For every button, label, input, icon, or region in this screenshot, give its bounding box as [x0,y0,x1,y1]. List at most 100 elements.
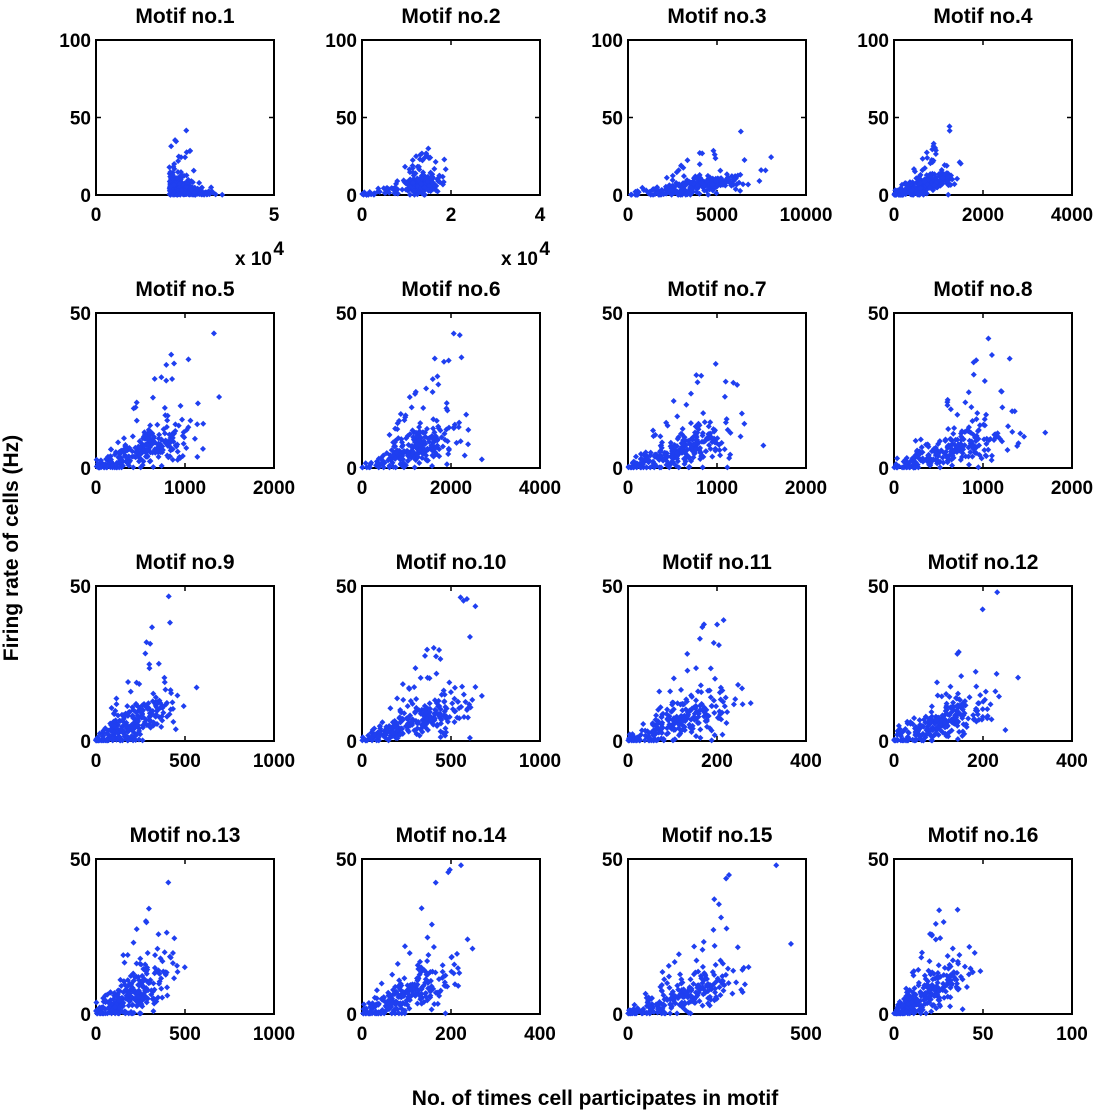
data-point [439,173,446,180]
data-point [910,1003,917,1010]
data-point [368,734,375,741]
data-point [183,179,190,186]
y-tick-label: 0 [878,459,889,480]
y-tick-label: 0 [346,732,357,753]
data-point [438,716,445,723]
data-point [655,190,662,197]
y-tick-label: 0 [612,1005,623,1026]
data-point [955,986,962,993]
data-point [151,964,158,971]
data-point [425,145,432,152]
data-point [130,464,137,471]
data-point [998,388,1005,395]
data-point [413,705,420,712]
data-point [693,665,700,672]
data-point [151,375,158,382]
x-tick-label: 50 [972,1024,993,1045]
y-tick-label: 50 [70,304,91,325]
data-point [426,675,433,682]
data-point [719,709,726,716]
data-point [697,449,704,456]
data-point [402,163,409,170]
data-point [430,644,437,651]
data-point [141,719,148,726]
data-point [164,412,171,419]
data-point [922,719,929,726]
data-point [400,177,407,184]
x-tick-label: 1000 [962,478,1004,499]
data-point [175,158,182,165]
data-point [406,191,413,198]
data-point [903,985,910,992]
data-point [423,969,430,976]
data-point [111,711,118,718]
subplot-15: Motif no.15 0 500 0 50 [602,824,822,1045]
data-point [146,665,153,672]
data-point [440,973,447,980]
data-point [373,995,380,1002]
data-point [161,404,168,411]
subplot-title: Motif no.8 [933,278,1032,301]
data-point [723,875,730,882]
data-point [1011,408,1018,415]
data-point [949,462,956,469]
data-point [167,954,174,961]
data-point [386,431,393,438]
data-point [650,1009,657,1016]
data-point [448,968,455,975]
data-point [668,708,675,715]
subplot-title: Motif no.5 [135,278,234,301]
data-point [947,1003,954,1010]
data-point [400,991,407,998]
data-point [164,992,171,999]
data-point [906,464,913,471]
data-point [720,617,727,624]
data-point [653,1001,660,1008]
data-point [166,178,173,185]
x-tick-label: 0 [889,1024,900,1045]
data-point [981,378,988,385]
y-tick-label: 0 [612,459,623,480]
data-point [388,1010,395,1017]
data-point [424,958,431,965]
data-point [647,1003,654,1010]
data-point [423,150,430,157]
data-point [932,150,939,157]
data-point [183,183,190,190]
data-point [466,701,473,708]
data-point [400,696,407,703]
data-point [698,372,705,379]
subplot-title: Motif no.11 [662,551,772,574]
data-point [137,955,144,962]
data-point [658,713,665,720]
data-point [194,453,201,460]
data-point [695,982,702,989]
data-point [954,736,961,743]
data-point [97,1010,104,1017]
data-point [944,730,951,737]
data-point [389,971,396,978]
data-point [414,975,421,982]
y-tick-label: 50 [602,577,623,598]
data-point [967,429,974,436]
y-tick-label: 50 [868,109,889,130]
data-point [432,969,439,976]
data-point [104,730,111,737]
scatter-series [93,593,200,744]
data-point [686,721,693,728]
data-point [133,417,140,424]
data-point [655,455,662,462]
data-point [431,697,438,704]
data-point [714,435,721,442]
data-point [951,425,958,432]
data-point [707,694,714,701]
scatter-series [891,335,1049,471]
data-point [690,433,697,440]
data-point [401,464,408,471]
x-tick-label: 0 [357,751,368,772]
plot-area [627,858,807,1015]
data-point [733,979,740,986]
data-point [445,357,452,364]
data-point [978,455,985,462]
data-point [432,158,439,165]
